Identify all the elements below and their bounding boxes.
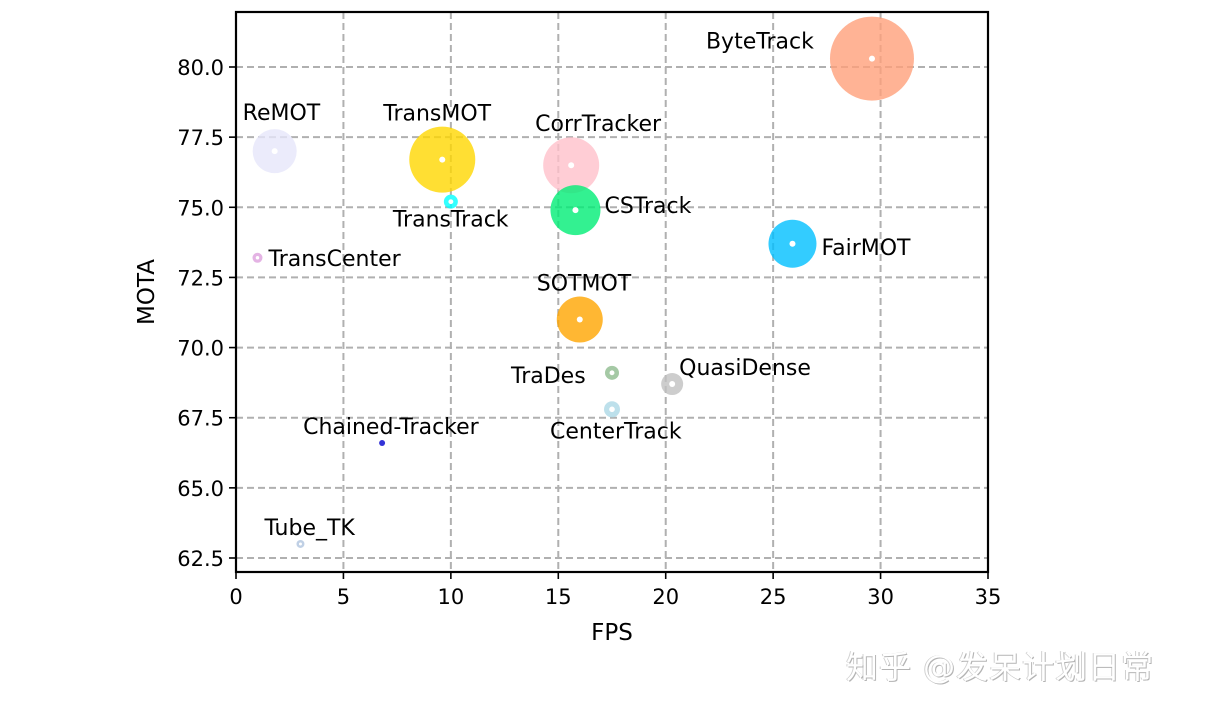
data-point-fairmot: FairMOT	[768, 219, 911, 268]
center-dot	[669, 381, 676, 388]
center-dot	[298, 542, 302, 546]
watermark: 知乎 @发呆计划日常	[846, 648, 1155, 686]
data-point-transmot: TransMOT	[382, 102, 492, 193]
point-label: TransMOT	[382, 102, 491, 127]
data-point-trades: TraDes	[510, 364, 619, 389]
data-point-remot: ReMOT	[243, 101, 321, 174]
center-dot	[868, 55, 875, 62]
bubble-marker	[379, 439, 386, 446]
y-tick-label: 70.0	[177, 337, 224, 361]
center-dot	[572, 207, 579, 214]
center-dot	[576, 316, 583, 323]
x-tick-label: 25	[760, 585, 787, 609]
y-tick-label: 65.0	[177, 477, 224, 501]
center-dot	[448, 199, 454, 205]
data-point-centertrack: CenterTrack	[550, 401, 682, 444]
y-tick-label: 62.5	[177, 547, 224, 571]
center-dot	[439, 156, 446, 163]
point-label: TraDes	[510, 364, 586, 389]
x-tick-label: 30	[867, 585, 894, 609]
point-label: Tube_TK	[263, 516, 355, 541]
center-dot	[609, 406, 615, 413]
center-dot	[255, 256, 260, 260]
point-label: CenterTrack	[550, 419, 682, 444]
point-label: ByteTrack	[706, 30, 814, 55]
grid-lines	[236, 12, 988, 572]
point-label: QuasiDense	[679, 356, 811, 381]
plot-frame	[234, 10, 990, 574]
center-dot	[271, 148, 278, 155]
data-point-sotmot: SOTMOT	[537, 272, 632, 343]
x-tick-label: 35	[975, 585, 1002, 609]
data-point-chained-tracker: Chained-Tracker	[303, 415, 480, 446]
y-tick-label: 80.0	[177, 56, 224, 80]
x-tick-label: 5	[337, 585, 350, 609]
data-point-transcenter: TransCenter	[252, 247, 402, 272]
point-label: ReMOT	[243, 101, 321, 126]
point-label: Chained-Tracker	[303, 415, 480, 440]
data-point-corrtracker: CorrTracker	[535, 112, 662, 194]
x-tick-label: 20	[652, 585, 679, 609]
data-point-cstrack: CSTrack	[550, 185, 692, 236]
x-tick-label: 15	[545, 585, 572, 609]
data-point-quasidense: QuasiDense	[661, 356, 811, 396]
data-points: ByteTrack ReMOT TransMOT CorrTracker CSTrack…	[243, 16, 914, 548]
y-tick-label: 67.5	[177, 407, 224, 431]
data-point-tube-tk: Tube_TK	[263, 516, 355, 548]
point-label: CSTrack	[604, 194, 691, 219]
point-label: SOTMOT	[537, 272, 632, 297]
center-dot	[568, 162, 575, 169]
data-point-transtrack: TransTrack	[392, 194, 509, 233]
point-label: FairMOT	[821, 236, 911, 261]
x-tick-label: 10	[437, 585, 464, 609]
center-dot	[789, 240, 796, 247]
point-label: TransCenter	[267, 247, 401, 272]
x-axis-ticks: 0 5 10 15 20 25 30 35	[229, 572, 1001, 609]
x-axis-label: FPS	[591, 620, 633, 646]
y-axis-label: MOTA	[134, 259, 160, 325]
y-tick-label: 72.5	[177, 266, 224, 290]
center-dot	[609, 370, 615, 376]
y-tick-label: 77.5	[177, 126, 224, 150]
point-label: TransTrack	[392, 208, 509, 233]
point-label: CorrTracker	[535, 112, 662, 137]
y-tick-label: 75.0	[177, 196, 224, 220]
x-tick-label: 0	[229, 585, 242, 609]
y-axis-ticks: 62.5 65.0 67.5 70.0 72.5 75.0 77.5 80.0	[177, 56, 236, 571]
data-point-bytetrack: ByteTrack	[706, 16, 914, 101]
